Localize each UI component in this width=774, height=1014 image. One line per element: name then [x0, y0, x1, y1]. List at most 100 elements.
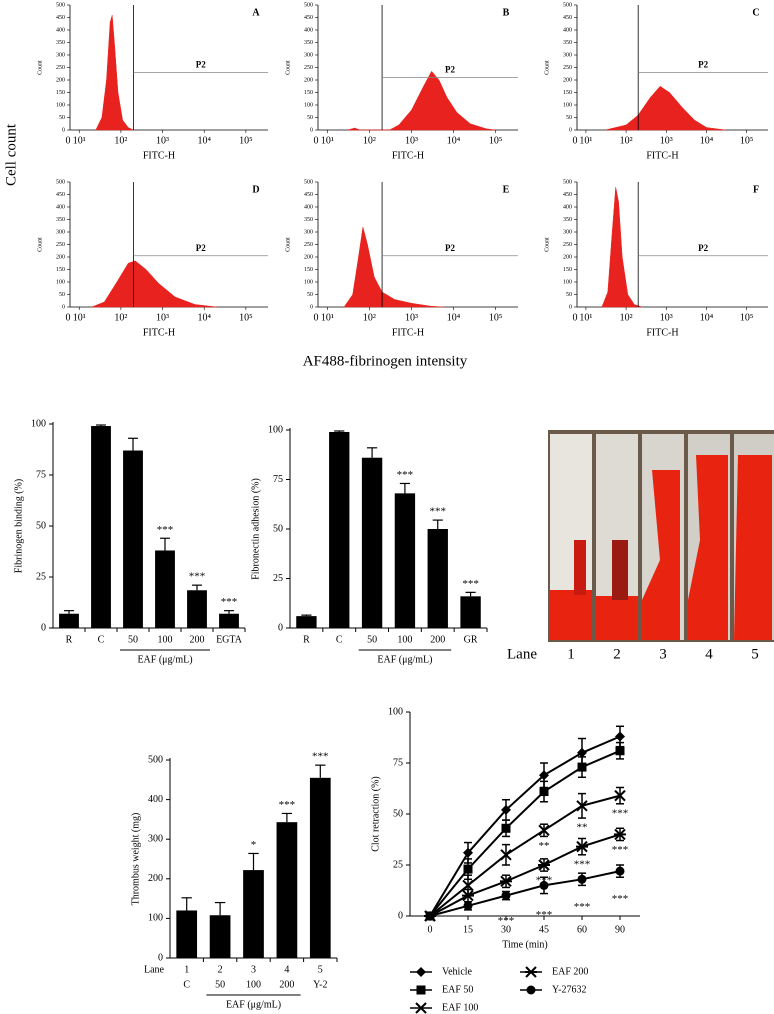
x-tick-label: Y-2 [313, 979, 327, 990]
x-tick-label: 200 [190, 634, 205, 645]
marker [525, 966, 537, 978]
x-tick-label: 10³ [156, 312, 169, 323]
marker [500, 875, 512, 888]
y-axis-label: Clot retraction (%) [370, 776, 381, 852]
y-tick-label: 100 [304, 279, 313, 285]
significance-label: *** [536, 909, 553, 921]
x-tick-label: 50 [128, 634, 138, 645]
group-label: EAF (μg/mL) [137, 654, 192, 665]
x-origin-label: 0 [66, 312, 71, 323]
marker [463, 901, 473, 911]
lane-label: 5 [318, 964, 323, 975]
y-axis-label: Fibronectin adhesion (%) [250, 478, 261, 580]
x-tick-label: 10² [363, 312, 376, 323]
y-tick-label: 450 [563, 192, 572, 198]
x-tick-label: 200 [279, 979, 294, 990]
y-axis-label: Count [37, 60, 43, 75]
y-tick-label: 500 [304, 2, 313, 8]
y-tick-label: 350 [304, 40, 313, 46]
lane-number: 1 [567, 646, 575, 662]
lane-label: 2 [218, 964, 223, 975]
y-tick-label: 100 [31, 418, 46, 429]
marker [538, 859, 550, 871]
marker [462, 889, 474, 902]
x-tick-label: 90 [615, 924, 625, 935]
marker [539, 880, 549, 890]
gate-label: P2 [445, 65, 455, 75]
y-tick-label: 100 [563, 102, 572, 108]
x-tick-label: 10⁵ [740, 312, 754, 323]
significance-label: * [251, 839, 257, 851]
significance-label: *** [279, 799, 296, 811]
panel-letter: B [503, 7, 510, 18]
series-line [429, 833, 621, 917]
lane-label: 1 [184, 964, 189, 975]
marker [526, 985, 536, 995]
y-tick-label: 450 [56, 192, 65, 198]
histogram-area [91, 260, 217, 308]
y-axis-label: Count [544, 60, 550, 75]
y-tick-label: 50 [273, 523, 283, 534]
x-tick-label: 10⁴ [700, 135, 714, 146]
y-axis-label: Count [544, 237, 550, 252]
significance-label: *** [574, 858, 591, 870]
x-axis-label: FITC-H [392, 150, 424, 161]
x-tick-label: 100 [158, 634, 173, 645]
bar [276, 822, 298, 958]
y-tick-label: 400 [304, 27, 313, 33]
marker [538, 824, 550, 837]
x-tick-label: 10⁴ [447, 312, 461, 323]
x-tick-label: 15 [463, 924, 473, 935]
x-tick-label: 10³ [660, 135, 673, 146]
y-tick-label: 200 [563, 77, 572, 83]
y-tick-label: 0 [569, 304, 572, 310]
error-bar [181, 897, 192, 911]
x-tick-label: 10² [363, 135, 376, 146]
bar [123, 450, 143, 628]
bar [427, 529, 448, 628]
marker [615, 746, 625, 756]
y-tick-label: 100 [563, 279, 572, 285]
x-tick-label: 0 [428, 924, 433, 935]
marker [501, 804, 511, 815]
y-tick-label: 75 [36, 469, 46, 480]
series-line [429, 794, 621, 917]
bar [209, 915, 231, 958]
y-tick-label: 250 [304, 65, 313, 71]
x-tick-label: 200 [430, 634, 445, 645]
y-tick-label: 0 [278, 622, 283, 633]
y-tick-label: 200 [56, 77, 65, 83]
y-tick-label: 100 [56, 279, 65, 285]
significance-label: ** [577, 822, 588, 834]
y-tick-label: 450 [304, 192, 313, 198]
significance-label: *** [462, 578, 479, 590]
bar [91, 426, 111, 628]
x-tick-label: 10¹ [73, 312, 86, 323]
y-tick-label: 300 [563, 229, 572, 235]
shared-y-label: Cell count [3, 123, 19, 186]
group-label: EAF (μg/mL) [377, 654, 432, 665]
error-bar [224, 610, 234, 614]
error-bar [160, 537, 170, 551]
y-tick-label: 500 [563, 179, 572, 185]
y-tick-label: 0 [310, 304, 313, 310]
x-tick-label: 10² [114, 135, 127, 146]
error-bar [315, 764, 326, 778]
error-bar [96, 424, 106, 427]
y-axis-label: Count [285, 237, 291, 252]
significance-label: *** [612, 893, 629, 905]
y-tick-label: 50 [566, 292, 572, 298]
lane-number: 4 [705, 646, 713, 662]
y-tick-label: 50 [59, 115, 65, 121]
tube-1 [550, 434, 592, 640]
x-axis-label: Time (min) [502, 939, 547, 950]
y-tick-label: 50 [307, 115, 313, 121]
lane-label: 4 [284, 964, 289, 975]
marker [415, 1002, 427, 1014]
x-axis-label: FITC-H [646, 327, 678, 338]
marker [577, 747, 587, 758]
lane-label: 3 [251, 964, 256, 975]
x-tick-label: EGTA [216, 634, 243, 645]
gate-label: P2 [445, 243, 455, 253]
